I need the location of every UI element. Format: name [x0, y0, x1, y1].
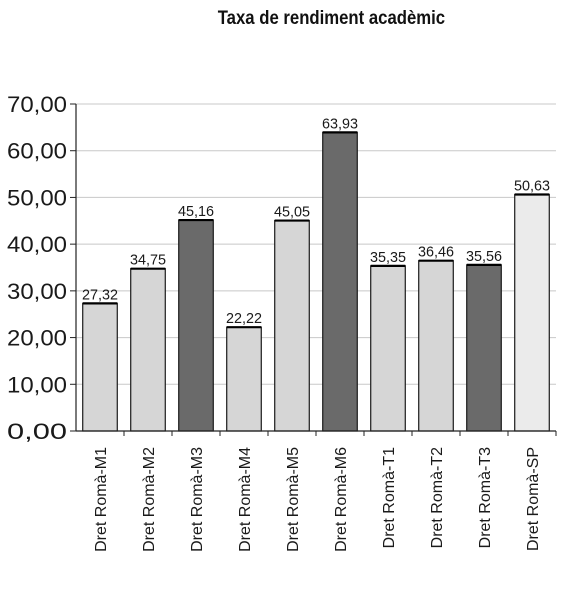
chart-title: Taxa de rendiment acadèmic — [217, 8, 446, 29]
data-label: 36,46 — [418, 244, 454, 261]
x-tick-label: Dret Romà-T3 — [477, 447, 494, 548]
bar — [514, 193, 550, 432]
x-tick-label: Dret Romà-M6 — [333, 447, 350, 552]
y-tick-label: 30,00 — [7, 279, 67, 304]
x-tick-label: Dret Romà-M4 — [237, 447, 254, 552]
labels: 0,00 10,00 20,00 30,00 40,00 50,00 60,00 70,00 2… — [7, 92, 550, 552]
data-label: 45,16 — [178, 203, 214, 220]
data-label: 22,22 — [226, 310, 262, 327]
y-tick-label: 40,00 — [7, 232, 67, 257]
data-label: 45,05 — [274, 204, 310, 221]
bar — [178, 219, 214, 432]
bar — [226, 326, 262, 432]
y-tick-label: 60,00 — [7, 139, 67, 164]
x-tick-label: Dret Romà-M3 — [189, 447, 206, 552]
data-label: 63,93 — [322, 115, 358, 132]
y-tick-label: 10,00 — [7, 372, 67, 397]
bar — [82, 302, 118, 432]
y-tick-label: 70,00 — [7, 92, 67, 117]
data-label: 35,56 — [466, 248, 502, 265]
bar — [418, 260, 454, 432]
x-tick-label: Dret Romà-M1 — [93, 447, 110, 552]
data-label: 34,75 — [130, 252, 166, 269]
bars — [82, 131, 550, 432]
bar — [370, 265, 406, 432]
y-tick-label: 0,00 — [7, 419, 67, 444]
y-tick-label: 50,00 — [7, 185, 67, 210]
x-tick-label: Dret Romà-SP — [525, 447, 542, 551]
x-tick-label: Dret Romà-M5 — [285, 447, 302, 552]
x-tick-label: Dret Romà-T2 — [429, 447, 446, 548]
x-tick-label: Dret Romà-T1 — [381, 447, 398, 548]
data-label: 50,63 — [514, 177, 550, 194]
x-tick-label: Dret Romà-M2 — [141, 447, 158, 552]
axes — [70, 103, 557, 436]
bar — [322, 131, 358, 432]
data-label: 27,32 — [82, 286, 118, 303]
bar — [466, 264, 502, 432]
y-tick-label: 20,00 — [7, 326, 67, 351]
bar — [274, 219, 310, 432]
data-label: 35,35 — [370, 249, 406, 266]
bar — [130, 268, 166, 432]
